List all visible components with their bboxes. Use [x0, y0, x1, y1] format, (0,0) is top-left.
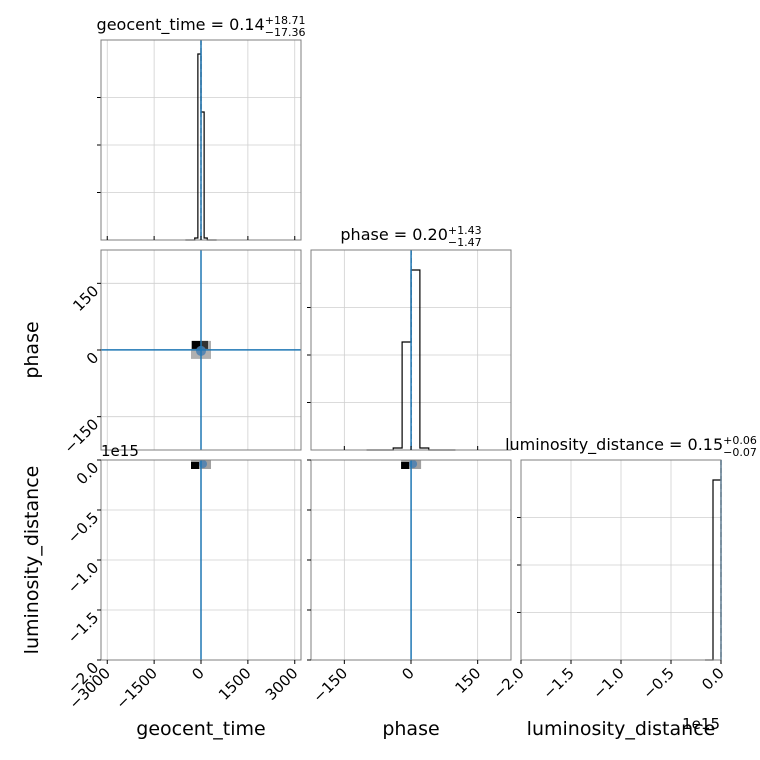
xtick-label-luminosity_distance-2: −1.0: [589, 664, 627, 702]
xtick-label-luminosity_distance-1: −1.5: [539, 664, 577, 702]
density-core-luminosity_distance-geocent_time: [191, 462, 200, 469]
ytick-label-luminosity_distance-3: −0.5: [64, 509, 102, 547]
title-value: geocent_time = 0.14: [97, 15, 265, 35]
title-minus-error-phase: −1.47: [448, 236, 482, 249]
title-value: phase = 0.20: [340, 225, 447, 244]
xtick-label-luminosity_distance-4: 0.0: [698, 664, 728, 694]
ytick-label-luminosity_distance-4: 0.0: [73, 459, 103, 489]
xaxis-label-luminosity_distance: luminosity_distance: [527, 718, 716, 740]
xtick-label-luminosity_distance-3: −0.5: [639, 664, 677, 702]
xaxis-label-phase: phase: [382, 718, 439, 740]
ytick-label-luminosity_distance-1: −1.5: [64, 609, 102, 647]
xtick-label-geocent_time-3: 1500: [215, 664, 255, 704]
title-value: luminosity_distance = 0.15: [505, 435, 723, 455]
title-minus-error-geocent_time: −17.36: [265, 26, 306, 39]
density-core2-phase-geocent_time: [201, 340, 209, 349]
panel-title-luminosity_distance: luminosity_distance = 0.15+0.06: [505, 434, 757, 455]
xaxis-offset-luminosity_distance: 1e15: [682, 715, 720, 733]
ytick-label-phase-0: −150: [60, 415, 102, 457]
yaxis-label-luminosity_distance: luminosity_distance: [21, 466, 43, 655]
title-plus-error: +0.06: [723, 434, 757, 447]
ytick-label-phase-2: 150: [69, 282, 102, 315]
xtick-label-geocent_time-4: 3000: [262, 664, 302, 704]
panel-title-phase: phase = 0.20+1.43: [340, 224, 481, 244]
ytick-label-phase-1: 0: [83, 349, 102, 368]
xtick-label-luminosity_distance-0: −2.0: [489, 664, 527, 702]
density-point-luminosity_distance-phase: [409, 460, 418, 468]
panel-title-geocent_time: geocent_time = 0.14+18.71: [97, 14, 306, 35]
density-core-luminosity_distance-phase: [401, 462, 410, 469]
xtick-label-phase-0: −150: [309, 664, 351, 706]
title-plus-error: +18.71: [265, 14, 306, 27]
xaxis-label-geocent_time: geocent_time: [136, 718, 265, 740]
xtick-label-geocent_time-2: 0: [188, 664, 207, 683]
xtick-label-phase-1: 0: [398, 664, 417, 683]
density-point-luminosity_distance-geocent_time: [199, 460, 208, 468]
yaxis-offset-luminosity_distance: 1e15: [101, 442, 139, 460]
yaxis-label-phase: phase: [21, 321, 43, 378]
histogram-luminosity_distance: [705, 479, 721, 661]
xtick-label-phase-2: 150: [452, 664, 485, 697]
density-core-phase-geocent_time: [192, 340, 202, 349]
xtick-label-geocent_time-1: −1500: [112, 664, 161, 713]
title-plus-error: +1.43: [448, 224, 482, 237]
ytick-label-luminosity_distance-2: −1.0: [64, 559, 102, 597]
title-minus-error-luminosity_distance: −0.07: [723, 446, 757, 459]
